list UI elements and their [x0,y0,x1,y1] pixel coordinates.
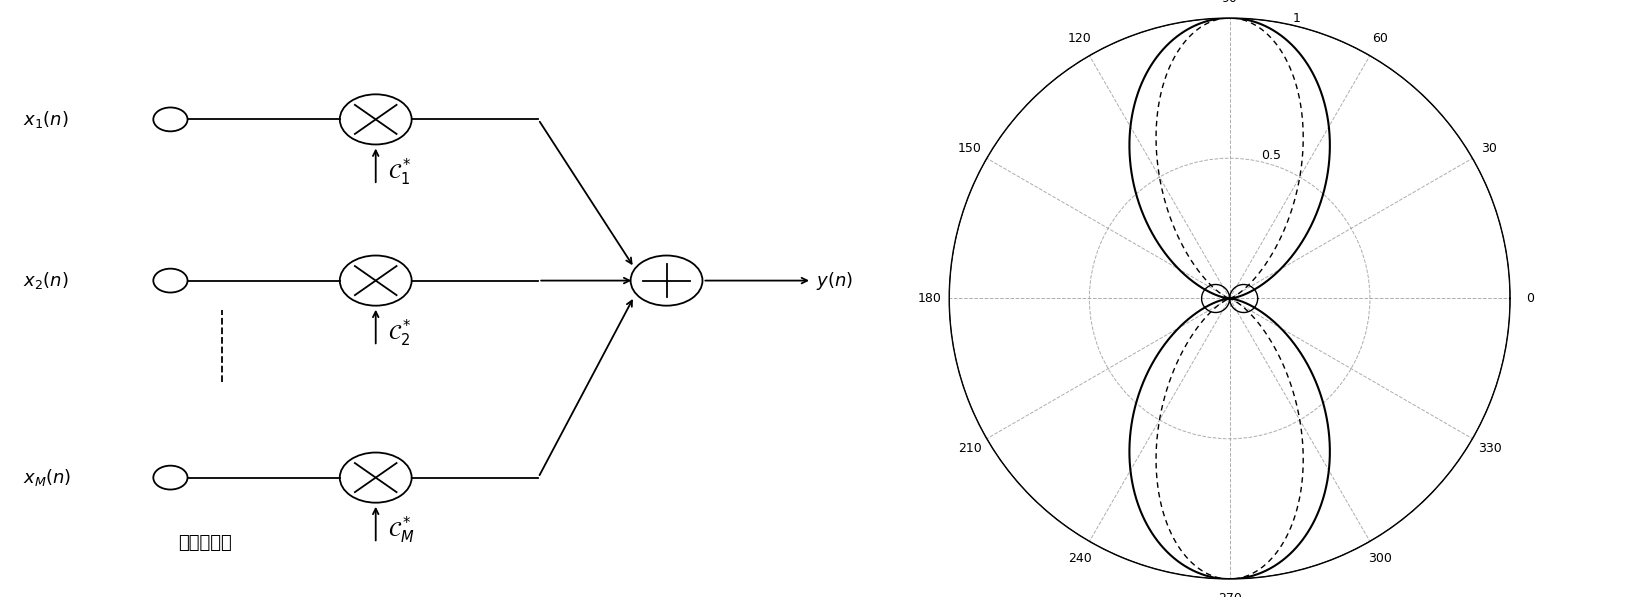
Text: $\mathcal{C}_1^*$: $\mathcal{C}_1^*$ [388,156,411,187]
Text: $\mathcal{C}_2^*$: $\mathcal{C}_2^*$ [388,318,411,349]
Text: 麦克风阵列: 麦克风阵列 [178,534,232,552]
Text: $x_2(n)$: $x_2(n)$ [23,270,69,291]
Text: $x_1(n)$: $x_1(n)$ [23,109,69,130]
Text: $y(n)$: $y(n)$ [816,270,854,291]
Text: $\mathcal{C}_M^*$: $\mathcal{C}_M^*$ [388,515,415,546]
Text: $x_M(n)$: $x_M(n)$ [23,467,72,488]
